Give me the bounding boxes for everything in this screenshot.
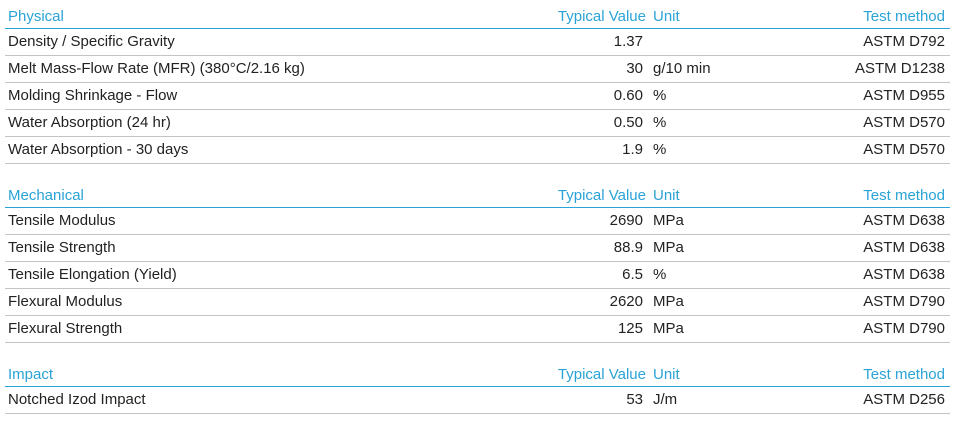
unit: g/10 min (653, 59, 711, 77)
test-method: ASTM D256 (863, 390, 945, 408)
test-method: ASTM D1238 (854, 59, 945, 77)
header-rule (5, 207, 950, 208)
unit: % (653, 113, 667, 131)
test-method: ASTM D638 (863, 265, 945, 283)
row-rule (5, 163, 950, 164)
value-header: Typical Value (557, 8, 646, 25)
test-method: ASTM D790 (863, 319, 945, 337)
unit: % (653, 86, 667, 104)
value: 53 (626, 390, 643, 408)
property: Melt Mass-Flow Rate (MFR) (380°C/2.16 kg… (8, 59, 305, 77)
row-rule (5, 109, 950, 110)
value-header: Typical Value (557, 366, 646, 383)
test-method: ASTM D638 (863, 211, 945, 229)
property: Molding Shrinkage - Flow (8, 86, 178, 104)
value: 1.9 (622, 140, 643, 158)
value: 30 (626, 59, 643, 77)
test-method: ASTM D638 (863, 238, 945, 256)
row-rule (5, 342, 950, 343)
property: Tensile Strength (8, 238, 116, 256)
row-rule (5, 136, 950, 137)
property: Flexural Strength (8, 319, 123, 337)
property: Water Absorption (24 hr) (8, 113, 171, 131)
value: 0.60 (613, 86, 643, 104)
test-method: ASTM D790 (863, 292, 945, 310)
value: 2620 (609, 292, 643, 310)
unit: MPa (653, 292, 684, 310)
unit-header: Unit (653, 366, 680, 383)
value: 88.9 (613, 238, 643, 256)
value: 2690 (609, 211, 643, 229)
value: 125 (617, 319, 643, 337)
row-rule (5, 315, 950, 316)
header-rule (5, 28, 950, 29)
method-header: Test method (863, 8, 945, 25)
property: Tensile Modulus (8, 211, 116, 229)
property: Flexural Modulus (8, 292, 123, 310)
unit: % (653, 140, 667, 158)
unit: MPa (653, 238, 684, 256)
property: Tensile Elongation (Yield) (8, 265, 177, 283)
unit: % (653, 265, 667, 283)
unit-header: Unit (653, 8, 680, 25)
row-rule (5, 261, 950, 262)
property: Water Absorption - 30 days (8, 140, 189, 158)
row-rule (5, 55, 950, 56)
test-method: ASTM D955 (863, 86, 945, 104)
row-rule (5, 413, 950, 414)
method-header: Test method (863, 187, 945, 204)
row-rule (5, 234, 950, 235)
section-name: Physical (8, 8, 64, 25)
property: Density / Specific Gravity (8, 32, 175, 50)
property: Notched Izod Impact (8, 390, 146, 408)
value: 0.50 (613, 113, 643, 131)
value: 6.5 (622, 265, 643, 283)
section-name: Impact (8, 366, 54, 383)
test-method: ASTM D570 (863, 140, 945, 158)
row-rule (5, 82, 950, 83)
section-name: Mechanical (8, 187, 84, 204)
header-rule (5, 386, 950, 387)
method-header: Test method (863, 366, 945, 383)
value: 1.37 (613, 32, 643, 50)
test-method: ASTM D792 (863, 32, 945, 50)
value-header: Typical Value (557, 187, 646, 204)
unit: MPa (653, 211, 684, 229)
row-rule (5, 288, 950, 289)
unit-header: Unit (653, 187, 680, 204)
unit: MPa (653, 319, 684, 337)
unit: J/m (653, 390, 678, 408)
test-method: ASTM D570 (863, 113, 945, 131)
